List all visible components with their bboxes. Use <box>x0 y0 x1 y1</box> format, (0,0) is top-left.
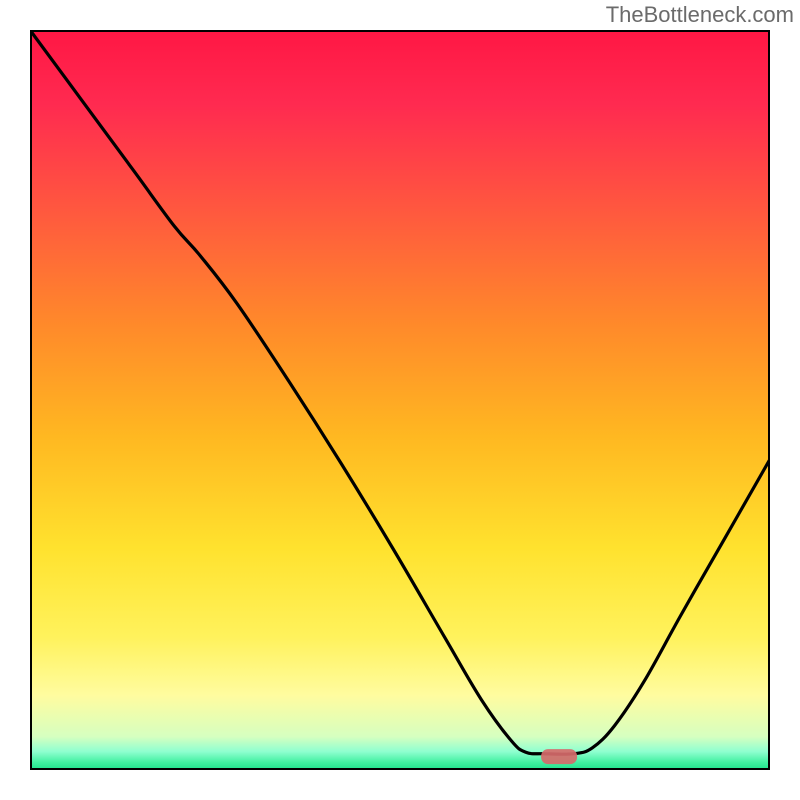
chart-svg <box>30 30 770 770</box>
watermark-text: TheBottleneck.com <box>606 2 794 28</box>
sweet-spot-marker <box>541 749 577 764</box>
gradient-background <box>30 30 770 770</box>
chart-container: TheBottleneck.com <box>0 0 800 800</box>
chart-plot-area <box>30 30 770 770</box>
